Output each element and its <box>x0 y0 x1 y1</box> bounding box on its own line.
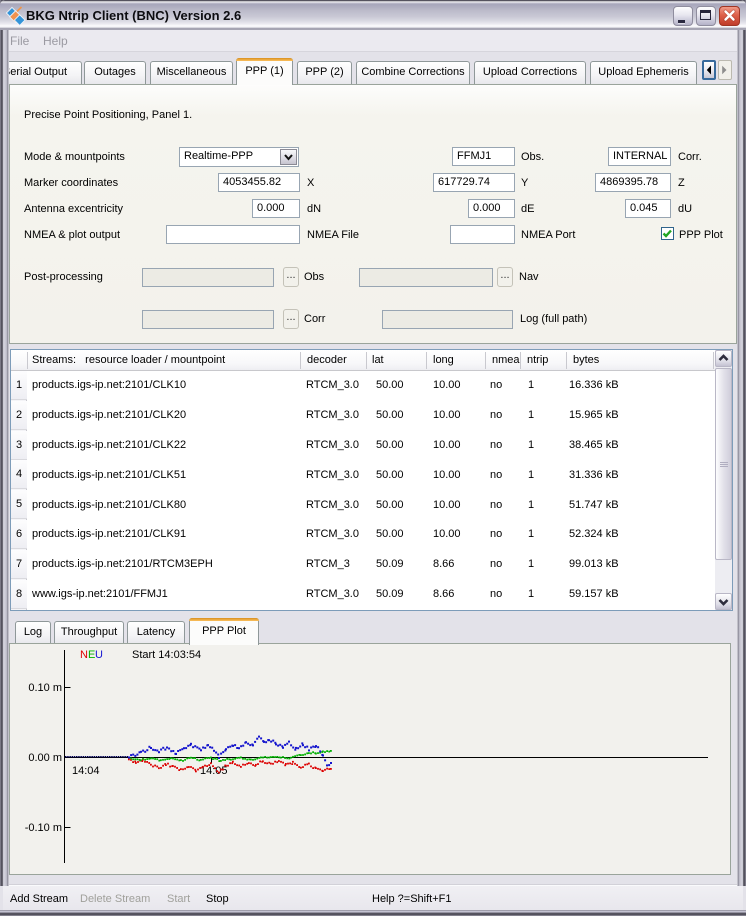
svg-text:0.10 m: 0.10 m <box>28 682 62 694</box>
svg-text:N: N <box>80 649 88 661</box>
svg-text:14:05: 14:05 <box>200 765 228 777</box>
svg-text:14:04: 14:04 <box>72 765 100 777</box>
svg-text:Start 14:03:54: Start 14:03:54 <box>132 649 201 661</box>
svg-text:E: E <box>88 649 95 661</box>
svg-text:-0.10 m: -0.10 m <box>25 822 62 834</box>
svg-text:0.00 m: 0.00 m <box>28 752 62 764</box>
svg-text:U: U <box>95 649 103 661</box>
